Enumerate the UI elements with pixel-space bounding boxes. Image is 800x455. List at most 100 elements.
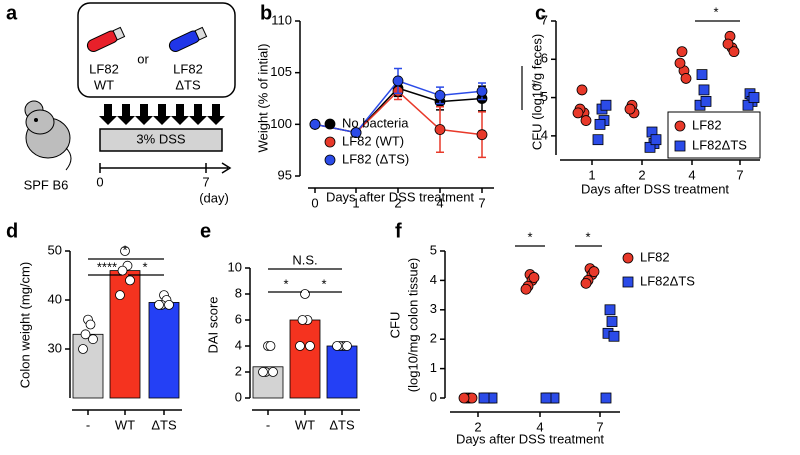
point [722, 38, 734, 50]
point [332, 341, 342, 351]
legend-label: LF82 [640, 249, 670, 264]
x-tick-label: 2 [638, 167, 645, 182]
dss-arrows [99, 104, 225, 125]
x-tick-label: ΔTS [151, 417, 177, 432]
legend-label: LF82 [692, 117, 722, 132]
x-tick-label: 2 [474, 419, 481, 434]
x-axis-title: Days after DSS treatment [326, 189, 474, 204]
significance: * [713, 4, 718, 19]
x-tick-label: - [266, 417, 270, 432]
x-axis-title: Days after DSS treatment [581, 181, 729, 196]
x-axis-title: Days after DSS treatment [456, 431, 604, 446]
y-tick-label: 6 [541, 51, 548, 66]
x-tick-label: 4 [536, 419, 543, 434]
point [458, 392, 470, 404]
point [434, 90, 446, 101]
day-unit: (day) [199, 190, 229, 205]
x-tick-label: 0 [311, 195, 318, 210]
x-tick-label: 4 [436, 195, 443, 210]
point [700, 96, 712, 107]
panel-label: b [260, 2, 272, 24]
panel-label: e [200, 220, 211, 242]
significance: **** [97, 259, 117, 274]
point [434, 124, 446, 135]
mouse-icon [24, 100, 72, 171]
y-tick-label: 4 [235, 337, 242, 352]
legend-marker [622, 276, 634, 288]
point [698, 84, 710, 96]
point [265, 341, 276, 351]
point [674, 57, 686, 69]
point [696, 69, 708, 80]
point [594, 118, 606, 130]
point [676, 46, 688, 58]
x-tick-label: 4 [688, 167, 695, 182]
point [580, 277, 592, 289]
y-tick-label: 50 [48, 242, 62, 257]
legend-label: No bacteria [342, 115, 409, 130]
point [350, 127, 362, 139]
point [305, 341, 315, 351]
point [476, 85, 488, 97]
legend-marker [324, 136, 336, 148]
point [295, 341, 305, 351]
point [728, 46, 740, 58]
y-tick-label: 1 [430, 360, 437, 375]
point [540, 392, 552, 404]
strain-label: LF82 [89, 61, 119, 76]
y-tick-label: 4 [541, 127, 548, 142]
point [572, 107, 584, 119]
y-tick-label: 2 [235, 363, 242, 378]
point [120, 246, 130, 256]
point [576, 84, 588, 96]
x-tick-label: 7 [596, 419, 603, 434]
legend-marker [674, 140, 686, 152]
legend-marker [324, 154, 336, 166]
y-tick-label: 105 [270, 64, 292, 79]
point [600, 392, 612, 404]
legend-box [667, 111, 761, 159]
legend-marker [622, 252, 634, 264]
x-tick-label: 7 [736, 167, 743, 182]
x-tick-label: - [86, 417, 90, 432]
bar [326, 345, 358, 399]
bar [289, 319, 321, 399]
y-axis-title: CFU (log10/g feces) [529, 34, 544, 150]
y-axis-title: DAI score [205, 296, 220, 353]
bar [109, 270, 141, 399]
legend-marker [674, 120, 686, 132]
point [258, 367, 268, 377]
y-axis-title: CFU [387, 312, 402, 339]
y-axis-title: Colon weight (mg/cm) [17, 262, 32, 388]
y-tick-label: 5 [430, 242, 437, 257]
y-tick-label: 40 [48, 291, 62, 306]
panel-label: d [6, 220, 18, 242]
legend-marker [324, 118, 336, 130]
strain-box [77, 2, 236, 98]
day-label: 7 [202, 174, 209, 189]
panel-label: f [395, 220, 402, 242]
legend-label: LF82ΔTS [640, 273, 695, 288]
panel-label: a [6, 2, 18, 24]
tube-wt [86, 26, 126, 52]
point [520, 283, 532, 295]
point [268, 367, 278, 377]
y-tick-label: 95 [278, 167, 292, 182]
point [528, 272, 540, 283]
point [297, 315, 308, 325]
y-tick-label: 8 [235, 285, 242, 300]
panel-a: a LF82 WT or LF82 ΔTS 3% DSS 0 7 (day) S… [6, 2, 236, 205]
point [115, 290, 125, 301]
point [624, 103, 636, 115]
significance: * [527, 229, 532, 244]
y-tick-label: 6 [235, 311, 242, 326]
legend-label: LF82ΔTS [692, 137, 747, 152]
or-label: or [137, 51, 149, 66]
point [748, 92, 760, 103]
y-tick-label: 7 [541, 12, 548, 27]
point [650, 134, 662, 146]
timeline [99, 162, 232, 174]
point [476, 129, 488, 141]
point [644, 141, 656, 153]
